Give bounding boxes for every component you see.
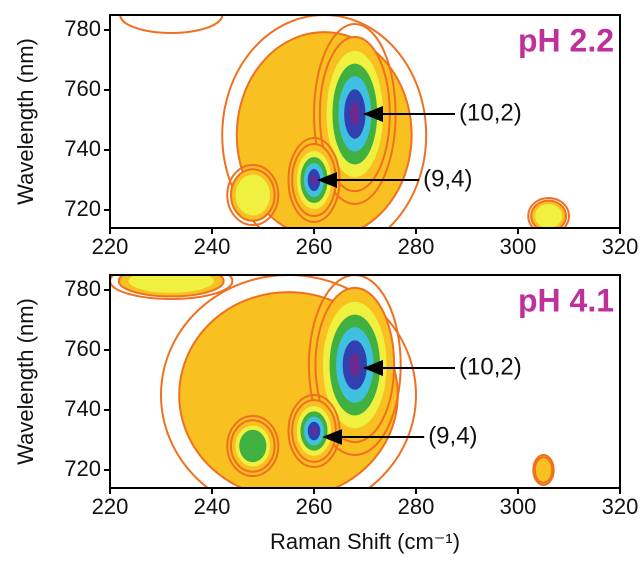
contour-level [533, 202, 565, 228]
contour-level [307, 275, 402, 456]
x-tick-label: 260 [296, 234, 333, 259]
contour-level [237, 427, 269, 465]
contour-level [233, 172, 273, 218]
annotation-label: (9,4) [423, 165, 472, 192]
y-axis-label: Wavelength (nm) [13, 298, 38, 465]
x-tick-label: 300 [500, 494, 537, 519]
y-tick-label: 740 [64, 396, 101, 421]
contour-level [160, 275, 417, 488]
annotation-label: (10,2) [459, 353, 522, 380]
plot-area [119, 15, 570, 228]
y-tick-label: 720 [64, 196, 101, 221]
x-tick-label: 220 [92, 494, 129, 519]
plot-frame [109, 274, 621, 489]
panel-label: pH 2.2 [518, 22, 614, 58]
x-tick-label: 320 [602, 234, 639, 259]
contour-level [309, 424, 319, 438]
x-axis-label: Raman Shift (cm⁻¹) [270, 529, 460, 554]
contour-level [347, 100, 362, 128]
y-axis-label: Wavelength (nm) [13, 38, 38, 205]
contour-level [226, 415, 280, 477]
contour-level [347, 351, 363, 379]
contour-level [533, 456, 554, 484]
contour-level [226, 164, 280, 226]
y-tick-label: 780 [64, 276, 101, 301]
contour-level [119, 15, 224, 34]
y-tick-label: 760 [64, 76, 101, 101]
contour-level [532, 454, 555, 486]
panel-label: pH 4.1 [518, 282, 614, 318]
y-tick-label: 720 [64, 456, 101, 481]
x-tick-label: 260 [296, 494, 333, 519]
x-tick-label: 280 [398, 234, 435, 259]
x-tick-label: 240 [194, 234, 231, 259]
x-tick-label: 280 [398, 494, 435, 519]
contour-level [126, 275, 216, 295]
x-tick-label: 300 [500, 234, 537, 259]
plot-area [110, 275, 555, 488]
y-tick-label: 780 [64, 16, 101, 41]
contour-level [110, 275, 234, 300]
annotation-label: (10,2) [459, 99, 522, 126]
y-tick-label: 760 [64, 336, 101, 361]
x-tick-label: 240 [194, 494, 231, 519]
plot-frame [109, 14, 621, 229]
annotation-label: (9,4) [428, 422, 477, 449]
contour-level [309, 173, 319, 187]
contour-level [221, 15, 428, 228]
contour-level [527, 197, 570, 228]
x-tick-label: 220 [92, 234, 129, 259]
x-tick-label: 320 [602, 494, 639, 519]
y-tick-label: 740 [64, 136, 101, 161]
